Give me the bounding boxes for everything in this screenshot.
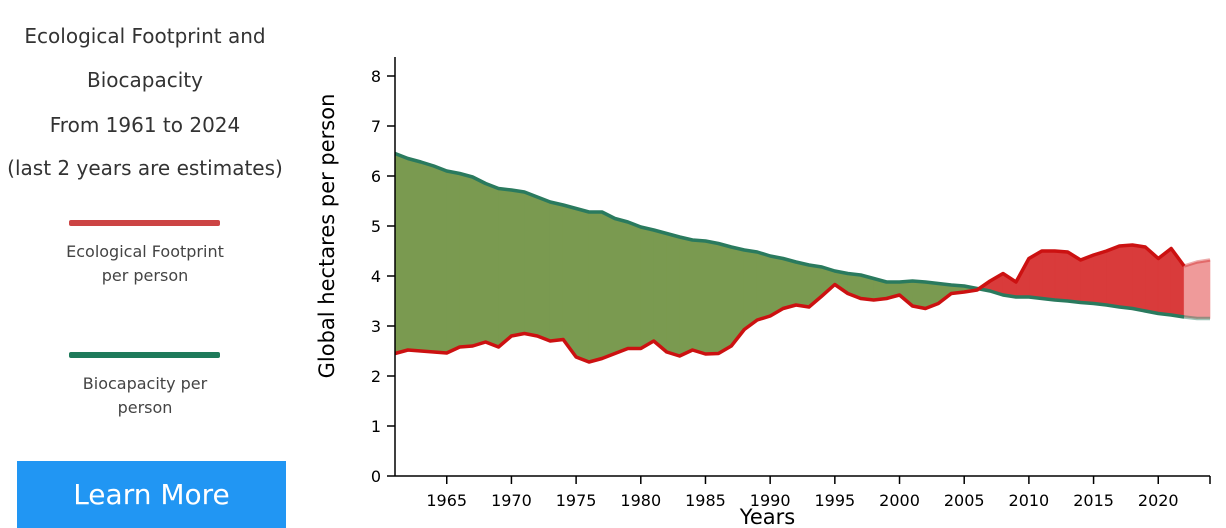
- reserve-area: [601, 211, 616, 359]
- chart-lines: [394, 151, 1211, 364]
- y-tick-label: 3: [371, 317, 381, 336]
- x-tick-label: 2000: [879, 491, 920, 510]
- x-tick-label: 1990: [750, 491, 791, 510]
- legend-label-biocapacity: Biocapacity per person: [82, 374, 208, 417]
- reserve-area: [769, 255, 784, 317]
- reserve-area: [795, 261, 810, 308]
- y-axis-title: Global hectares per person: [315, 94, 339, 379]
- deficit-area: [1106, 245, 1120, 308]
- x-tick-label: 1980: [620, 491, 661, 510]
- reserve-area: [537, 196, 551, 342]
- deficit-area: [1054, 250, 1068, 302]
- chart-axes: 0 1 2 3 4 5 6 7 8 1965 1970 1975 1980 1985 1990 1995 200…: [371, 57, 1211, 510]
- y-tick-label: 6: [371, 167, 381, 186]
- reserve-area: [692, 239, 706, 355]
- reserve-area: [498, 188, 512, 348]
- chart-title-line-1: Ecological Footprint and: [24, 24, 266, 48]
- reserve-area: [459, 173, 473, 348]
- reserve-area: [562, 204, 577, 358]
- x-tick-label: 2010: [1009, 491, 1050, 510]
- reserve-area: [614, 218, 629, 354]
- x-axis-title: Years: [739, 505, 795, 528]
- reserve-area: [433, 165, 448, 354]
- legend-swatch-biocapacity: [69, 352, 220, 358]
- chart-title-line-4: (last 2 years are estimates): [7, 156, 283, 180]
- reserve-area: [640, 226, 655, 350]
- deficit-area: [1119, 244, 1133, 309]
- y-tick-label: 5: [371, 217, 381, 236]
- reserve-area: [782, 258, 797, 309]
- reserve-area: [420, 161, 435, 353]
- reserve-area: [627, 221, 642, 349]
- learn-more-button[interactable]: Learn More: [17, 461, 286, 528]
- deficit-area: [1080, 254, 1094, 304]
- reserve-area: [549, 201, 564, 342]
- reserve-area: [588, 211, 603, 363]
- reserve-area: [524, 191, 538, 337]
- x-tick-label: 1970: [491, 491, 532, 510]
- deficit-area: [1041, 250, 1056, 301]
- reserve-area: [679, 236, 693, 357]
- biocapacity-estimate-line: [1183, 315, 1210, 321]
- x-tick-label: 2015: [1073, 491, 1114, 510]
- chart-title-line-3: From 1961 to 2024: [49, 113, 241, 137]
- y-tick-label: 8: [371, 67, 381, 86]
- footprint-biocapacity-chart: 0 1 2 3 4 5 6 7 8 1965 1970 1975 1980 1985 1990 1995 200…: [315, 57, 1211, 528]
- reserve-area: [666, 233, 680, 357]
- reserve-area: [394, 153, 409, 354]
- reserve-area: [912, 280, 926, 309]
- reserve-area: [575, 208, 590, 363]
- x-tick-label: 1965: [426, 491, 467, 510]
- legend-swatch-footprint: [69, 220, 220, 226]
- y-tick-label: 2: [371, 367, 381, 386]
- y-tick-label: 4: [371, 267, 381, 286]
- reserve-area: [511, 189, 525, 337]
- footprint-estimate-line: [1183, 258, 1211, 268]
- y-tick-label: 1: [371, 417, 381, 436]
- chart-title-line-2: Biocapacity: [87, 68, 203, 92]
- y-tick-label: 0: [371, 467, 381, 486]
- reserve-area: [446, 170, 460, 354]
- deficit-area: [1183, 261, 1198, 319]
- footprint-line: [394, 243, 1186, 364]
- biocapacity-line: [394, 151, 1185, 319]
- deficit-area: [1196, 259, 1211, 319]
- chart-areas: [394, 153, 1211, 363]
- deficit-area: [1132, 244, 1146, 312]
- x-tick-label: 2005: [944, 491, 985, 510]
- x-tick-label: 2020: [1138, 491, 1179, 510]
- x-tick-label: 1995: [814, 491, 855, 510]
- reserve-area: [407, 158, 422, 352]
- reserve-area: [743, 249, 758, 331]
- info-panel: Ecological Footprint and Biocapacity Fro…: [0, 0, 290, 528]
- reserve-area: [653, 229, 667, 353]
- legend-label-footprint: Ecological Footprint per person: [66, 242, 224, 285]
- reserve-area: [472, 176, 486, 347]
- reserve-area: [756, 251, 771, 321]
- deficit-area: [1093, 250, 1107, 306]
- x-tick-label: 1975: [556, 491, 597, 510]
- reserve-area: [485, 183, 499, 348]
- reserve-area: [718, 243, 732, 355]
- x-tick-label: 1985: [685, 491, 726, 510]
- reserve-area: [705, 240, 719, 355]
- y-tick-label: 7: [371, 117, 381, 136]
